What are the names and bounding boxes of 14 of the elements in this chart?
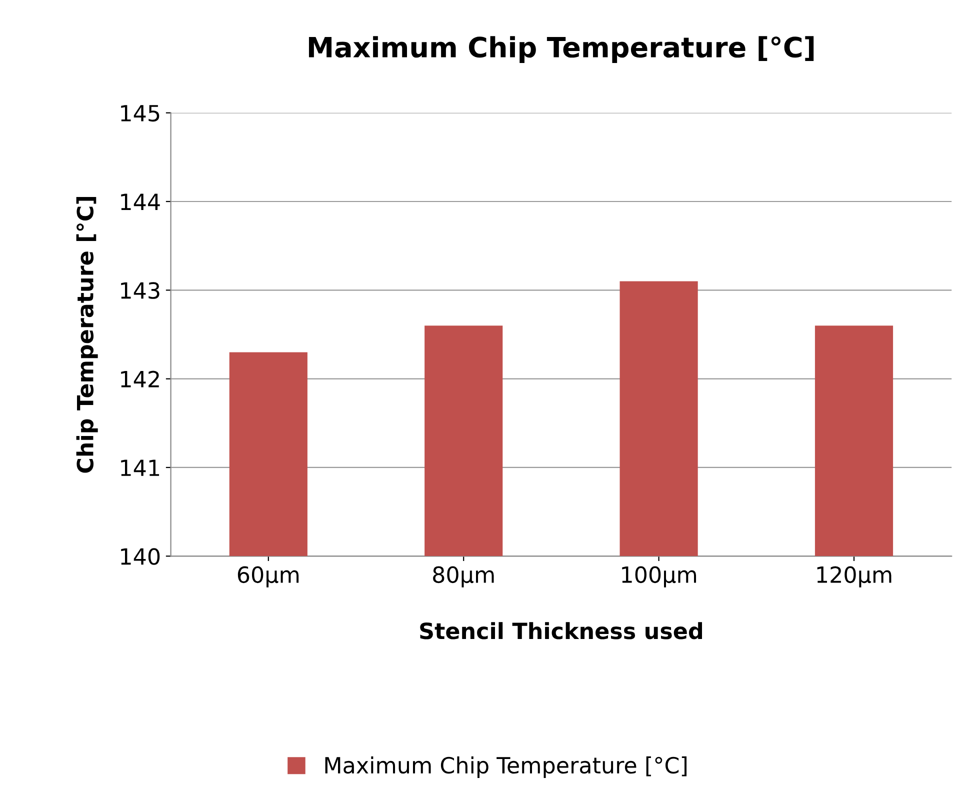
chart-title: Maximum Chip Temperature [°C] xyxy=(308,36,814,64)
y-tick-label: 143 xyxy=(121,282,160,299)
y-tick-label: 141 xyxy=(121,460,160,476)
x-tick-label: 80µm xyxy=(433,566,494,588)
y-tick-label: 144 xyxy=(121,194,160,210)
y-tick-label: 142 xyxy=(121,370,159,388)
y-tick-label: 145 xyxy=(121,105,160,122)
x-tick-label: 100µm xyxy=(622,566,696,588)
x-tick-label: 120µm xyxy=(817,566,892,588)
legend-label: Maximum Chip Temperature [°C] xyxy=(325,756,687,778)
y-tick-label: 140 xyxy=(121,548,160,565)
y-axis-title: Chip Temperature [°C] xyxy=(76,197,98,473)
x-tick-label: 60µm xyxy=(238,566,299,588)
x-axis-title: Stencil Thickness used xyxy=(420,622,702,640)
